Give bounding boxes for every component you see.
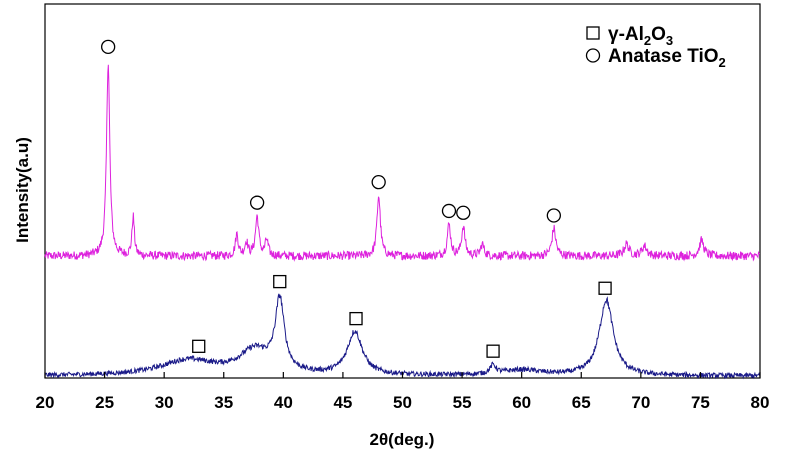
alumina-peak-marker-10	[486, 344, 500, 358]
anatase-peak-marker-2	[249, 195, 265, 210]
x-tick-label-80: 80	[751, 393, 770, 412]
alumina-peak-marker-8	[273, 274, 287, 289]
series-group	[44, 64, 761, 380]
alumina-peak-marker-7	[192, 339, 206, 353]
marker-group	[101, 39, 612, 358]
legend-circle-icon	[585, 48, 601, 63]
anatase-peak-marker-5	[456, 205, 471, 220]
x-tick-label-60: 60	[512, 393, 531, 412]
anatase-peak-marker-1	[101, 39, 116, 54]
y-axis-title: Intensity(a.u)	[13, 137, 32, 243]
x-axis-title: 2θ(deg.)	[370, 430, 435, 449]
series-line-1	[44, 64, 761, 262]
anatase-peak-marker-6	[546, 208, 561, 223]
anatase-peak-marker-4	[441, 203, 457, 219]
alumina-peak-marker-11	[598, 281, 612, 295]
alumina-peak-marker-9	[349, 311, 363, 326]
x-tick-label-55: 55	[453, 393, 472, 412]
series-line-2	[44, 293, 761, 380]
x-tick-label-40: 40	[274, 393, 293, 412]
x-tick-label-75: 75	[691, 393, 710, 412]
x-tick-label-35: 35	[214, 393, 233, 412]
legend-entry-1: γ-Al2O3	[608, 24, 673, 48]
x-tick-label-20: 20	[36, 393, 55, 412]
x-tick-label-30: 30	[155, 393, 174, 412]
anatase-peak-marker-3	[371, 175, 386, 190]
legend-square-icon	[586, 26, 600, 40]
x-tick-label-70: 70	[631, 393, 650, 412]
x-tick-label-25: 25	[95, 393, 114, 412]
legend-entry-2: Anatase TiO2	[608, 46, 726, 70]
x-tick-label-65: 65	[572, 393, 591, 412]
x-tick-label-50: 50	[393, 393, 412, 412]
x-axis: 20 25 30 35 40 45 50 55 60 65 70 75 80	[36, 372, 770, 412]
x-tick-label-45: 45	[333, 393, 352, 412]
